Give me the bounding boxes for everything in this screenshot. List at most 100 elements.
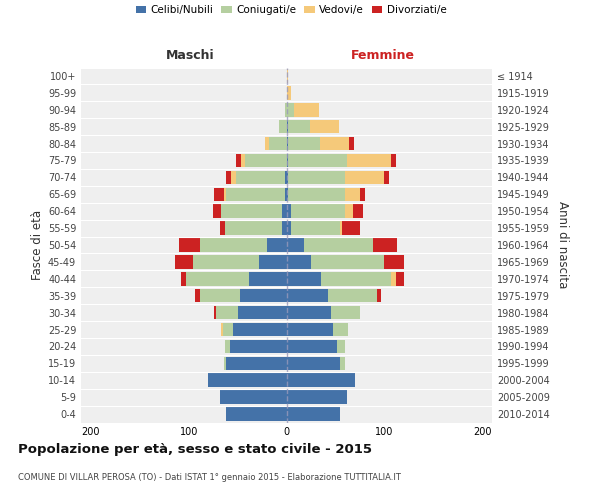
Bar [331, 306, 360, 320]
Bar [241, 154, 245, 167]
Bar [233, 323, 287, 336]
Bar [287, 204, 292, 218]
Bar [385, 255, 404, 268]
Bar [287, 356, 340, 370]
Bar [213, 204, 221, 218]
Bar [200, 289, 239, 302]
Bar [226, 356, 287, 370]
Bar [345, 188, 360, 201]
Bar [245, 154, 287, 167]
Bar [287, 188, 289, 201]
Bar [269, 137, 287, 150]
Bar [287, 222, 292, 235]
Bar [349, 137, 354, 150]
Bar [278, 120, 287, 134]
Bar [287, 390, 347, 404]
Bar [287, 86, 292, 100]
Bar [220, 222, 225, 235]
Bar [289, 188, 345, 201]
Bar [360, 188, 365, 201]
Bar [287, 374, 355, 387]
Bar [221, 204, 281, 218]
Bar [373, 238, 397, 252]
Legend: Celibi/Nubili, Coniugati/e, Vedovi/e, Divorziati/e: Celibi/Nubili, Coniugati/e, Vedovi/e, Di… [136, 5, 446, 15]
Bar [345, 170, 385, 184]
Bar [179, 238, 200, 252]
Bar [200, 238, 267, 252]
Text: Popolazione per età, sesso e stato civile - 2015: Popolazione per età, sesso e stato civil… [18, 442, 372, 456]
Bar [208, 374, 287, 387]
Bar [287, 306, 331, 320]
Bar [289, 154, 347, 167]
Bar [287, 154, 289, 167]
Bar [340, 356, 345, 370]
Bar [226, 188, 284, 201]
Bar [250, 272, 287, 285]
Bar [287, 340, 337, 353]
Bar [377, 289, 382, 302]
Bar [287, 103, 295, 117]
Bar [239, 289, 287, 302]
Bar [224, 356, 226, 370]
Bar [342, 222, 360, 235]
Bar [220, 390, 287, 404]
Bar [236, 154, 241, 167]
Bar [231, 170, 236, 184]
Bar [287, 289, 328, 302]
Bar [385, 170, 389, 184]
Bar [292, 222, 340, 235]
Bar [289, 170, 345, 184]
Bar [267, 238, 287, 252]
Bar [214, 306, 216, 320]
Bar [347, 154, 391, 167]
Bar [328, 289, 377, 302]
Bar [221, 323, 223, 336]
Text: Maschi: Maschi [166, 50, 214, 62]
Bar [337, 340, 345, 353]
Bar [238, 306, 287, 320]
Bar [292, 204, 345, 218]
Bar [226, 170, 231, 184]
Bar [287, 408, 340, 421]
Bar [284, 170, 287, 184]
Bar [321, 272, 391, 285]
Bar [196, 289, 200, 302]
Bar [353, 204, 363, 218]
Bar [287, 272, 321, 285]
Bar [311, 255, 385, 268]
Bar [224, 188, 226, 201]
Bar [287, 238, 304, 252]
Bar [287, 170, 289, 184]
Text: COMUNE DI VILLAR PEROSA (TO) - Dati ISTAT 1° gennaio 2015 - Elaborazione TUTTITA: COMUNE DI VILLAR PEROSA (TO) - Dati ISTA… [18, 472, 401, 482]
Bar [304, 238, 373, 252]
Bar [345, 204, 353, 218]
Bar [230, 340, 287, 353]
Bar [310, 120, 340, 134]
Bar [287, 69, 289, 82]
Bar [214, 188, 224, 201]
Bar [289, 120, 310, 134]
Bar [295, 103, 319, 117]
Bar [391, 272, 396, 285]
Bar [281, 222, 287, 235]
Bar [265, 137, 269, 150]
Y-axis label: Anni di nascita: Anni di nascita [556, 202, 569, 288]
Bar [284, 188, 287, 201]
Bar [216, 306, 238, 320]
Bar [236, 170, 284, 184]
Bar [340, 222, 342, 235]
Bar [226, 408, 287, 421]
Bar [181, 272, 186, 285]
Bar [320, 137, 349, 150]
Bar [281, 204, 287, 218]
Bar [225, 222, 281, 235]
Bar [284, 103, 287, 117]
Y-axis label: Fasce di età: Fasce di età [31, 210, 44, 280]
Bar [287, 137, 289, 150]
Bar [334, 323, 348, 336]
Bar [259, 255, 287, 268]
Bar [287, 255, 311, 268]
Bar [289, 137, 320, 150]
Bar [223, 323, 233, 336]
Bar [193, 255, 259, 268]
